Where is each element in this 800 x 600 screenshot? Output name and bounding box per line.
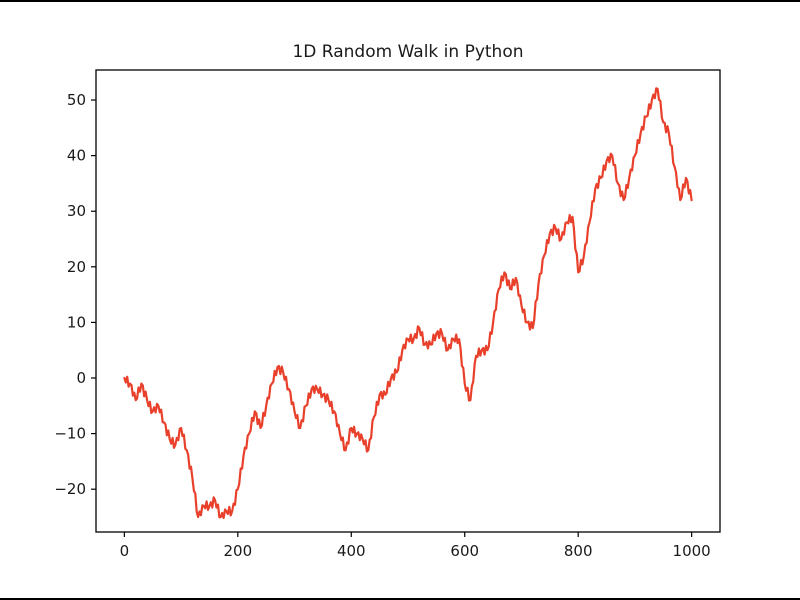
y-tick-label: −20 [54,480,86,498]
x-tick-label: 1000 [673,542,711,560]
y-tick-label: −10 [54,425,86,443]
y-tick-label: 50 [67,91,86,109]
x-tick-label: 800 [564,542,593,560]
x-tick-label: 600 [450,542,479,560]
y-tick-label: 30 [67,202,86,220]
axes-spines [95,69,721,533]
bottom-border [0,598,800,600]
x-tick-label: 200 [223,542,252,560]
random-walk-line [123,87,693,520]
axes-group: 0 200 400 600 800 1000 −20 −10 0 10 20 30 40 50 [54,91,710,560]
y-tick-label: 40 [67,147,86,165]
y-tick-label: 20 [67,258,86,276]
y-tick-label: 0 [76,369,86,387]
x-tick-label: 400 [337,542,366,560]
x-tick-label: 0 [120,542,130,560]
chart-title: 1D Random Walk in Python [292,42,523,62]
series-group [123,87,693,520]
plot-background [96,70,720,532]
y-tick-label: 10 [67,313,86,331]
top-border [0,0,800,2]
